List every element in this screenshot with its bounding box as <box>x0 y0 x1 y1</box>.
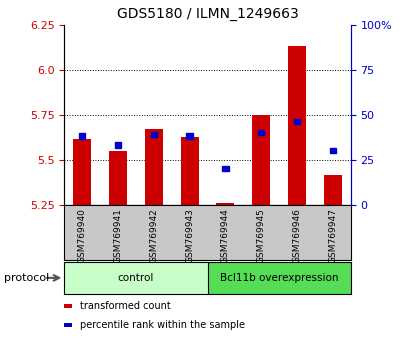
Text: GSM769942: GSM769942 <box>149 208 158 263</box>
Bar <box>222 166 229 171</box>
Bar <box>145 130 163 205</box>
Bar <box>324 175 342 205</box>
Text: GSM769944: GSM769944 <box>221 208 230 263</box>
Title: GDS5180 / ILMN_1249663: GDS5180 / ILMN_1249663 <box>117 7 298 21</box>
Text: GSM769943: GSM769943 <box>185 208 194 263</box>
Bar <box>217 202 234 205</box>
Text: control: control <box>118 273 154 283</box>
Text: percentile rank within the sample: percentile rank within the sample <box>80 320 245 330</box>
Bar <box>186 133 193 139</box>
Bar <box>151 132 157 137</box>
Bar <box>252 115 270 205</box>
Bar <box>330 148 336 153</box>
Text: GSM769946: GSM769946 <box>293 208 301 263</box>
Text: protocol: protocol <box>4 273 49 283</box>
Bar <box>73 138 91 205</box>
Bar <box>288 46 306 205</box>
Bar <box>294 119 300 125</box>
Bar <box>109 151 127 205</box>
Text: GSM769940: GSM769940 <box>78 208 87 263</box>
Bar <box>208 262 351 294</box>
Text: GSM769947: GSM769947 <box>328 208 337 263</box>
Bar <box>181 137 198 205</box>
Text: GSM769945: GSM769945 <box>257 208 266 263</box>
Text: transformed count: transformed count <box>80 301 171 311</box>
Bar <box>258 130 264 135</box>
Bar <box>79 133 85 139</box>
Bar <box>64 262 208 294</box>
Bar <box>115 143 121 148</box>
Text: Bcl11b overexpression: Bcl11b overexpression <box>220 273 338 283</box>
Text: GSM769941: GSM769941 <box>114 208 122 263</box>
